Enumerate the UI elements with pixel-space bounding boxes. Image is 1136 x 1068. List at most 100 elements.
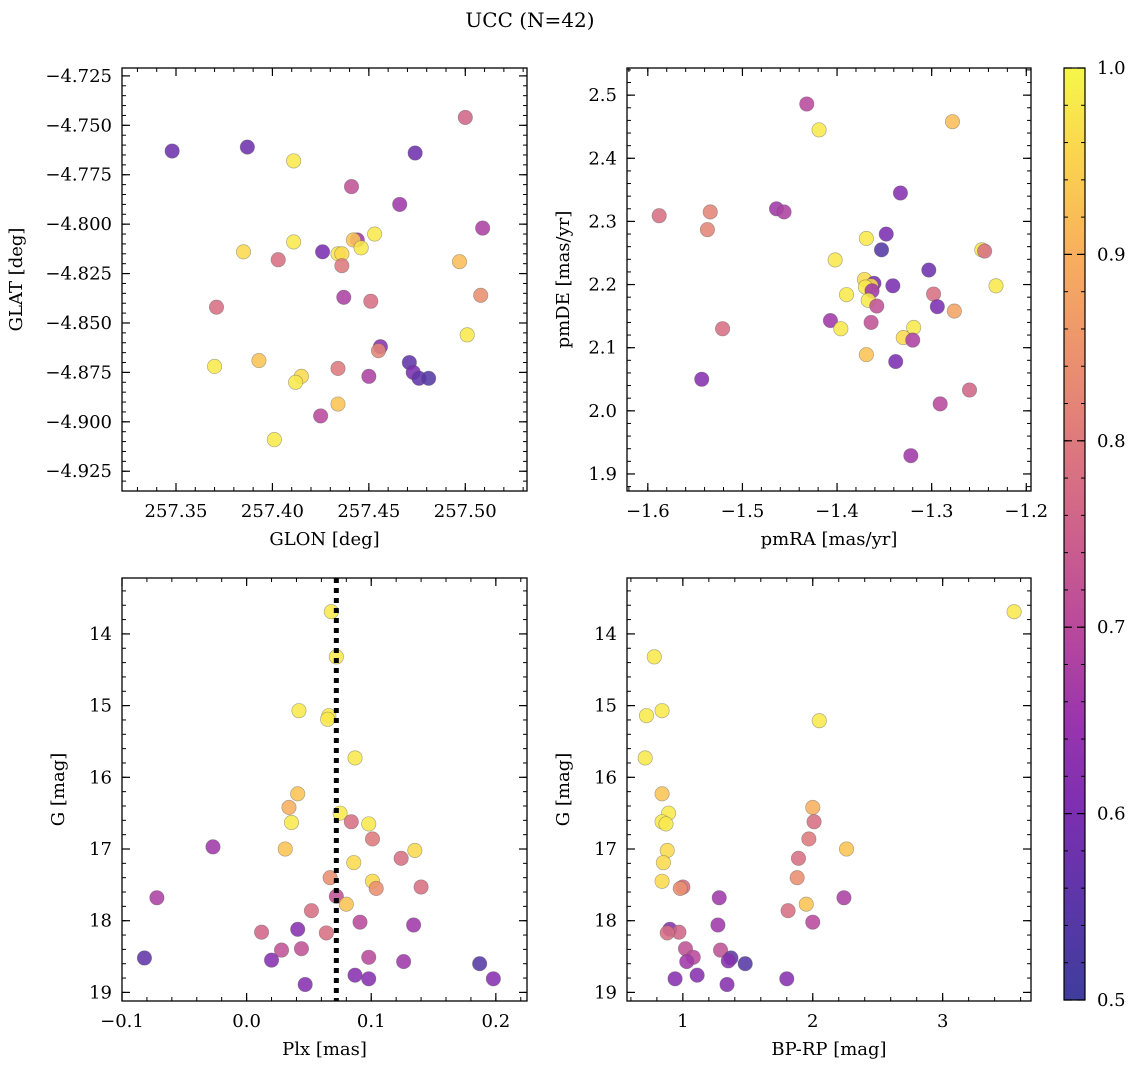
data-point [878, 226, 894, 242]
data-point [343, 814, 359, 830]
data-point [833, 321, 849, 337]
data-point [451, 254, 468, 270]
data-point [654, 703, 670, 719]
y-axis-label: GLAT [deg] [6, 228, 27, 332]
x-tick-label: 257.40 [241, 501, 304, 522]
data-point [290, 921, 306, 937]
data-point [905, 332, 921, 348]
data-point [689, 967, 705, 983]
data-point [711, 890, 727, 906]
data-point [297, 976, 313, 993]
data-point [352, 914, 368, 930]
data-point [892, 185, 908, 201]
data-point [658, 816, 674, 832]
data-point [136, 950, 152, 966]
y-tick-label: −4.850 [45, 313, 112, 334]
y-axis-label: G [mag] [48, 753, 69, 826]
data-point [164, 143, 180, 159]
colorbar-tick-label: 0.9 [1097, 244, 1126, 265]
data-point [799, 96, 815, 112]
y-tick-label: 14 [89, 624, 112, 645]
panel-top-right: −1.6 −1.5 −1.4 −1.3 −1.2 1.9 2.0 2.1 2.2 2.3 2.4 2.… [553, 67, 1048, 550]
x-tick-label: −1.5 [721, 501, 765, 522]
data-point [370, 343, 387, 359]
y-tick-label: −4.925 [45, 461, 112, 482]
data-point [406, 917, 422, 933]
y-tick-label: 18 [89, 911, 112, 932]
data-point [361, 949, 377, 965]
x-tick-label: 1 [677, 1011, 688, 1032]
y-tick-label: 15 [594, 696, 617, 717]
data-point [946, 303, 962, 319]
y-tick-label: 14 [594, 624, 617, 645]
colorbar-tick-label: 0.8 [1097, 431, 1126, 452]
data-point [338, 896, 354, 912]
y-tick-label: 15 [89, 696, 112, 717]
y-tick-label: −4.800 [45, 214, 112, 235]
data-point [646, 649, 662, 665]
data-point [286, 153, 302, 169]
data-point [805, 799, 821, 815]
data-point [239, 139, 255, 155]
data-point [364, 831, 381, 847]
data-point [334, 258, 350, 274]
data-point [149, 890, 165, 906]
data-point [330, 396, 346, 412]
data-point [699, 222, 715, 238]
x-tick-label: −0.1 [100, 1011, 144, 1032]
data-point [361, 368, 377, 384]
data-point [801, 831, 817, 847]
y-tick-label: 1.9 [588, 464, 617, 485]
data-point [712, 942, 729, 958]
data-point [392, 196, 408, 212]
data-point [720, 953, 736, 969]
data-point [270, 252, 286, 268]
y-tick-label: 17 [89, 839, 112, 860]
data-point [473, 287, 489, 303]
y-tick-label: 16 [594, 767, 617, 788]
panel-bottom-left: −0.1 0.0 0.1 0.2 14 15 16 17 18 19 Plx [mas] G [mag… [48, 577, 528, 1060]
data-point [254, 924, 270, 940]
data-point [925, 286, 942, 302]
data-point [637, 750, 653, 766]
data-point [281, 799, 297, 815]
x-tick-label: −1.4 [815, 501, 859, 522]
data-point [421, 370, 437, 386]
data-point [283, 814, 300, 831]
data-point [315, 244, 331, 260]
data-point [988, 278, 1004, 294]
y-tick-label: −4.750 [45, 115, 112, 136]
scatter-points [164, 109, 491, 448]
data-point [655, 855, 671, 871]
y-tick-label: −4.725 [45, 66, 112, 87]
colorbar-tick-label: 0.6 [1097, 804, 1126, 825]
y-tick-label: 2.5 [588, 85, 617, 106]
data-point [654, 786, 670, 802]
data-point [263, 952, 280, 968]
scatter-points [637, 604, 1022, 993]
x-tick-label: −1.6 [626, 501, 670, 522]
x-tick-label: 0.2 [482, 1011, 511, 1032]
data-point [776, 204, 792, 220]
data-point [888, 354, 904, 370]
data-point [208, 299, 225, 315]
x-tick-label: −1.2 [1004, 501, 1048, 522]
y-tick-label: −4.900 [45, 412, 112, 433]
data-point [838, 287, 855, 303]
data-point [780, 903, 796, 919]
data-point [266, 432, 282, 448]
data-point [811, 713, 827, 729]
data-point [869, 298, 885, 314]
data-point [472, 956, 488, 972]
data-point [293, 941, 309, 957]
y-tick-label: 2.0 [588, 401, 617, 422]
data-point [805, 914, 821, 930]
data-point [885, 278, 901, 294]
data-point [286, 234, 302, 250]
data-point [836, 890, 852, 906]
data-point [659, 925, 675, 941]
data-point [457, 109, 473, 125]
colorbar-tick-label: 0.5 [1097, 990, 1126, 1011]
data-point [407, 145, 423, 161]
axes-frame [121, 577, 528, 1002]
